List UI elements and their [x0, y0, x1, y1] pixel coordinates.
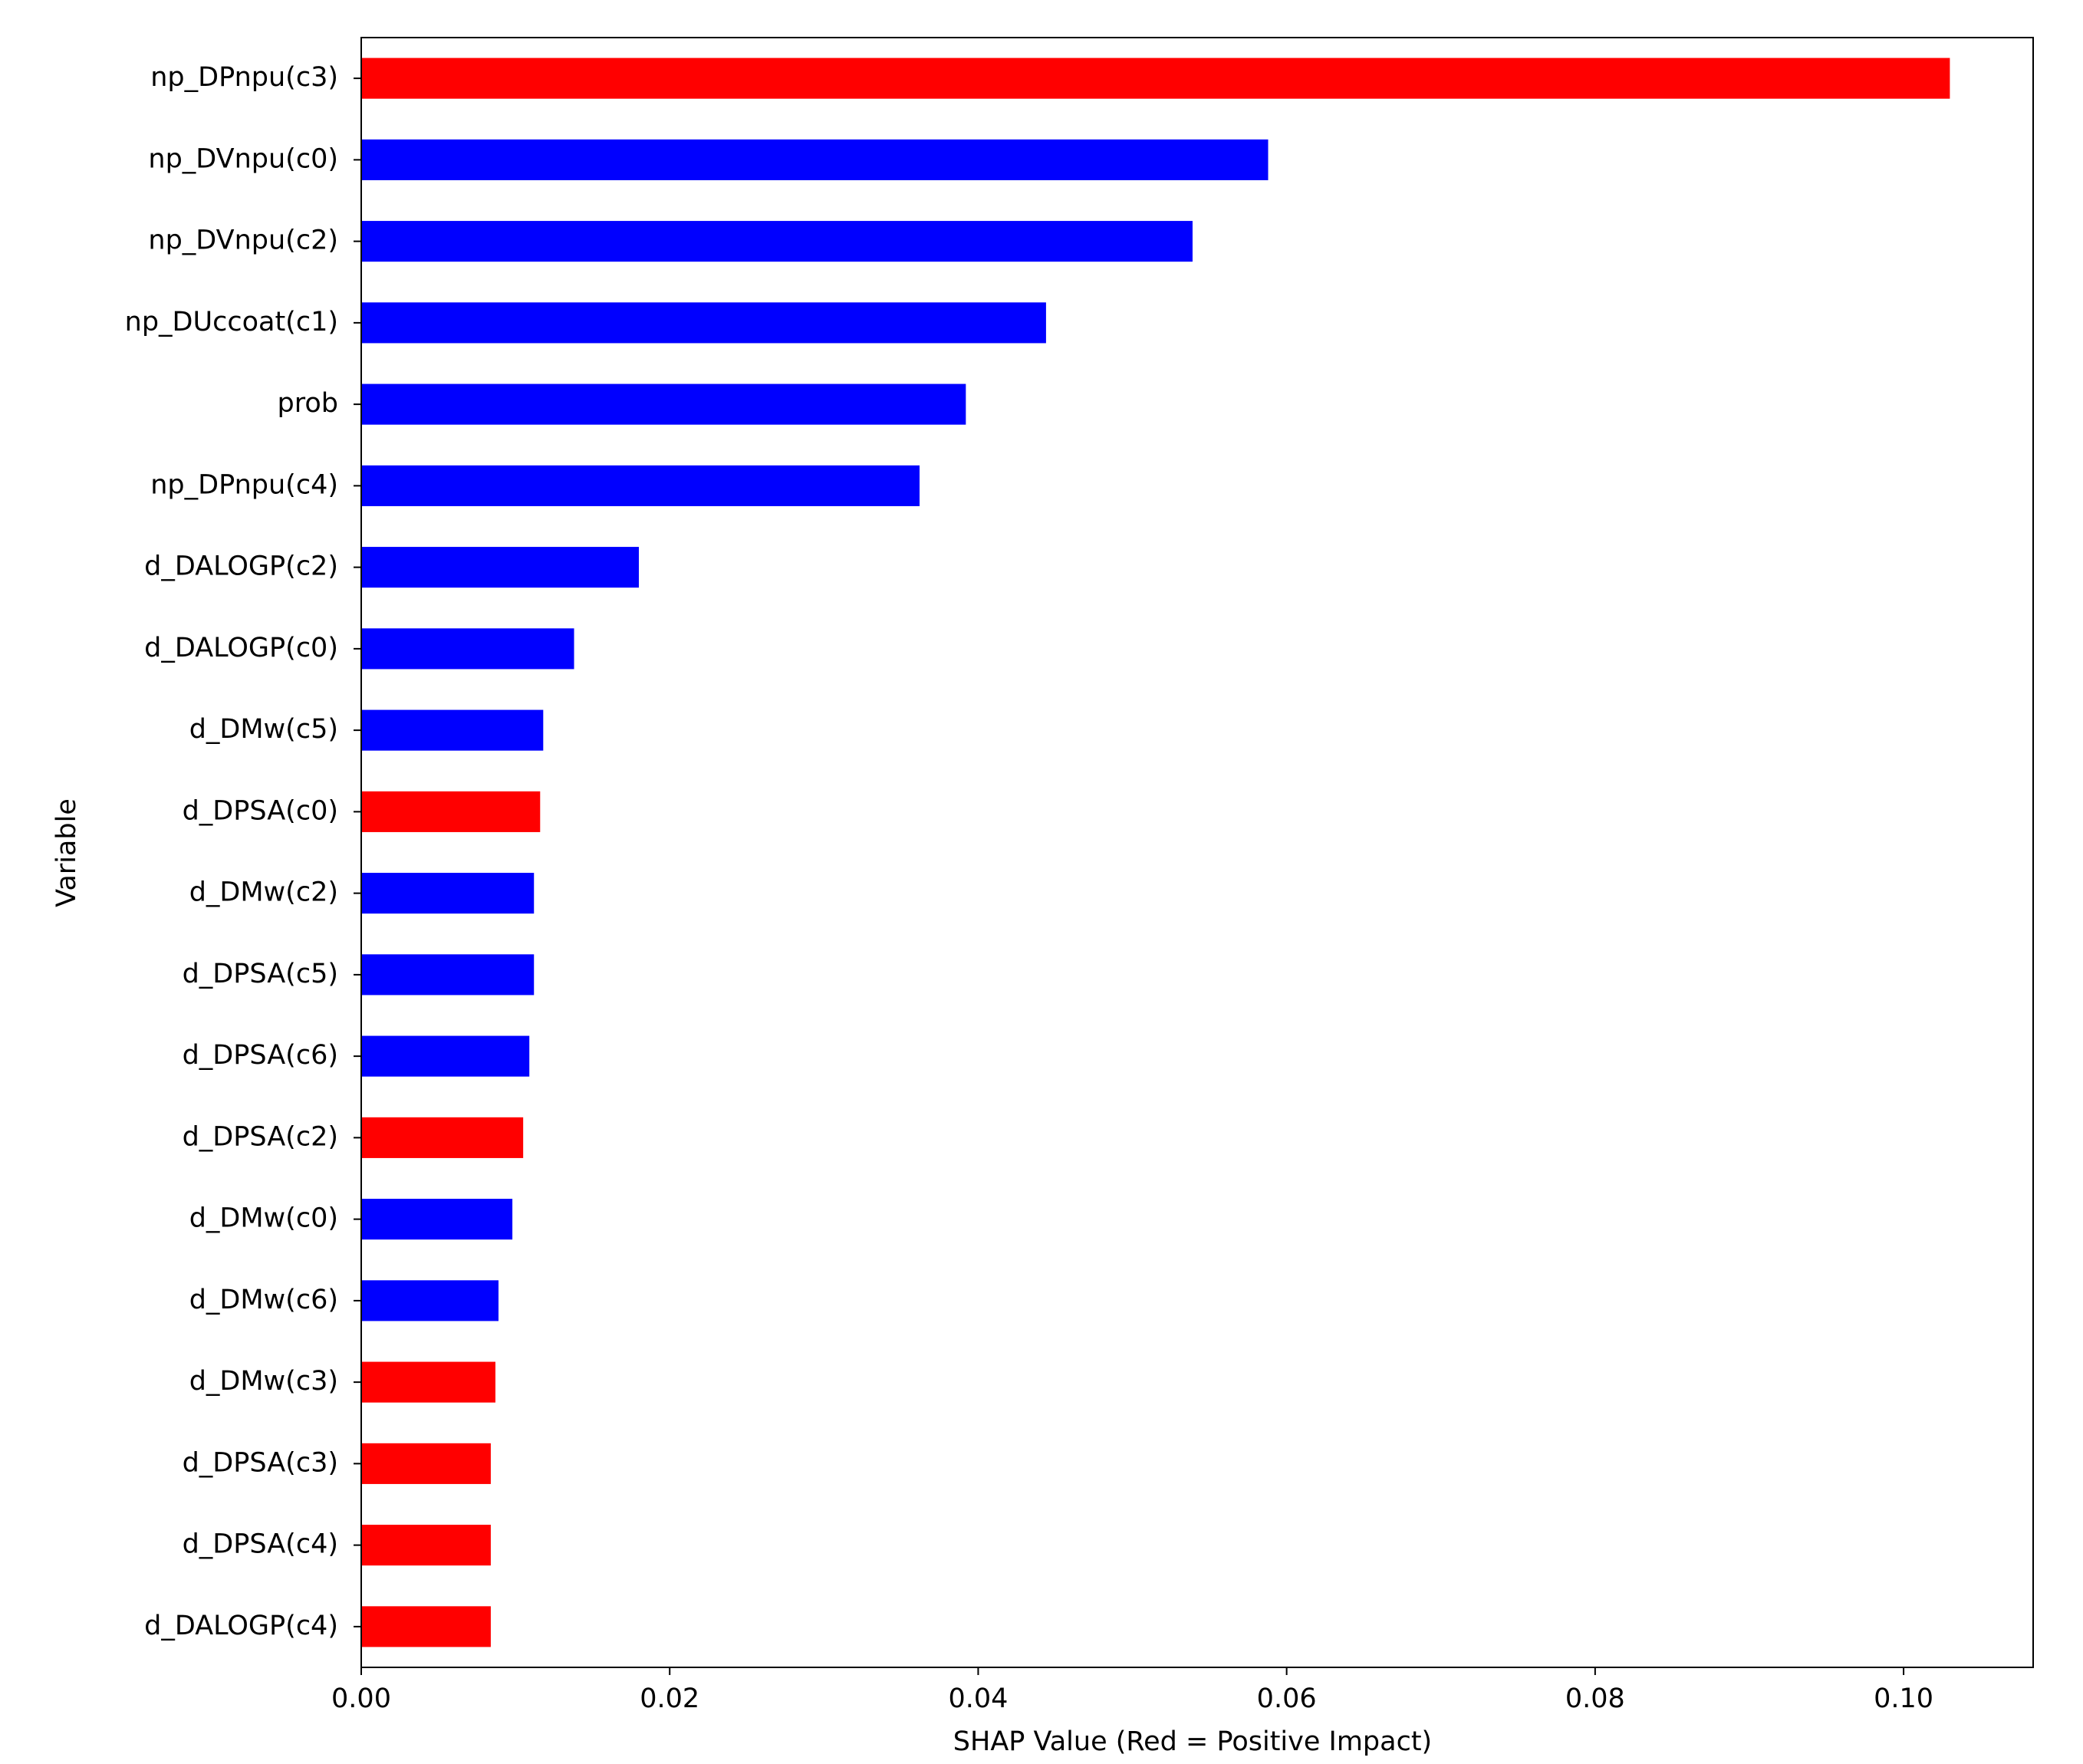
y-tick-label: d_DMw(c5) — [189, 714, 338, 745]
plot-frame — [360, 37, 2034, 1668]
x-tick-label: 0.02 — [640, 1683, 699, 1714]
bar — [361, 628, 574, 670]
bar — [361, 1280, 499, 1321]
bar — [361, 791, 541, 832]
y-tick-label: d_DPSA(c2) — [183, 1121, 338, 1152]
x-tick-label: 0.08 — [1565, 1683, 1625, 1714]
bar — [361, 58, 1950, 99]
y-tick-label: np_DPnpu(c3) — [150, 62, 338, 93]
bar — [361, 547, 639, 588]
y-tick-label: d_DPSA(c0) — [183, 795, 338, 826]
y-tick-label: np_DPnpu(c4) — [150, 469, 338, 500]
y-tick-label: d_DPSA(c5) — [183, 959, 338, 989]
bar — [361, 873, 535, 914]
bar — [361, 1361, 495, 1403]
bar — [361, 1443, 491, 1484]
bar — [361, 1199, 513, 1240]
y-tick-label: d_DPSA(c4) — [183, 1529, 338, 1560]
y-tick-label: d_DALOGP(c4) — [144, 1611, 338, 1641]
y-tick-label: d_DMw(c3) — [189, 1366, 338, 1397]
y-tick-label: d_DALOGP(c0) — [144, 633, 338, 663]
y-tick-label: prob — [278, 388, 338, 419]
y-tick-label: d_DPSA(c3) — [183, 1447, 338, 1478]
x-tick-label: 0.00 — [331, 1683, 391, 1714]
y-tick-label: d_DALOGP(c2) — [144, 551, 338, 582]
bar — [361, 465, 920, 506]
bar — [361, 383, 966, 425]
y-tick-label: d_DMw(c2) — [189, 877, 338, 908]
bar — [361, 1525, 491, 1566]
y-tick-label: d_DPSA(c6) — [183, 1040, 338, 1071]
y-tick-label: np_DVnpu(c0) — [148, 143, 338, 174]
bar — [361, 1606, 491, 1647]
y-axis-label: Variable — [51, 798, 82, 907]
bar — [361, 221, 1193, 262]
y-tick-label: d_DMw(c0) — [189, 1203, 338, 1234]
bar — [361, 1117, 524, 1158]
y-tick-label: np_DUccoat(c1) — [125, 307, 338, 337]
y-tick-label: d_DMw(c6) — [189, 1285, 338, 1315]
y-tick-label: np_DVnpu(c2) — [148, 225, 338, 256]
x-axis-label: SHAP Value (Red = Positive Impact) — [953, 1726, 1432, 1757]
x-tick-label: 0.10 — [1874, 1683, 1933, 1714]
bar — [361, 139, 1269, 180]
x-tick-label: 0.04 — [948, 1683, 1008, 1714]
bar — [361, 302, 1046, 344]
x-tick-label: 0.06 — [1257, 1683, 1317, 1714]
bar — [361, 709, 544, 751]
bar — [361, 954, 535, 996]
bar — [361, 1035, 530, 1077]
